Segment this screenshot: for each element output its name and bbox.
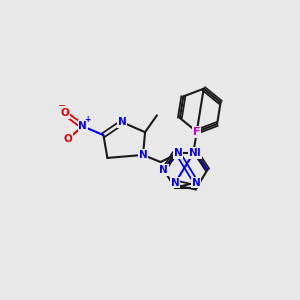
Text: N: N (192, 148, 201, 158)
Text: N: N (118, 117, 127, 127)
Text: N: N (139, 150, 147, 160)
Text: O: O (63, 134, 72, 144)
Text: N: N (192, 178, 200, 188)
Text: O: O (60, 108, 69, 118)
Text: +: + (85, 115, 91, 124)
Text: N: N (78, 121, 87, 131)
Text: N: N (189, 148, 198, 158)
Text: N: N (174, 148, 182, 158)
Text: F: F (193, 127, 200, 137)
Text: −: − (58, 101, 66, 111)
Text: N: N (160, 165, 168, 175)
Text: N: N (171, 178, 180, 188)
